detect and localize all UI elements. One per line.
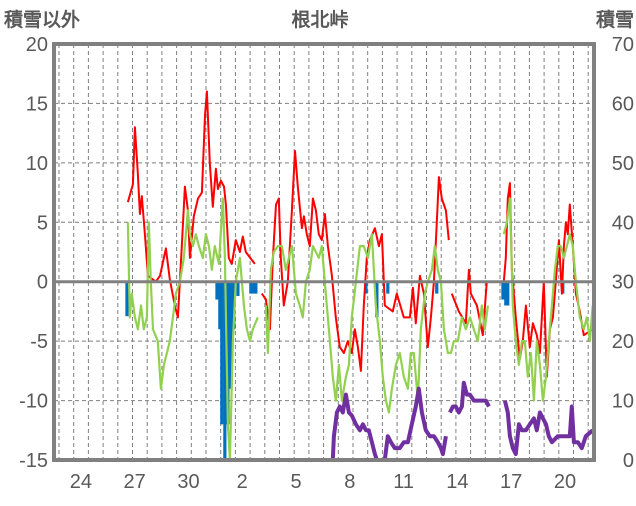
right-tick-label: 60 — [612, 93, 634, 115]
plot-frame — [52, 42, 596, 462]
bar-blue — [236, 281, 240, 296]
bar-blue — [220, 281, 224, 425]
left-axis-title: 積雪以外 — [4, 8, 80, 31]
right-tick-label: 20 — [612, 331, 634, 353]
line-purple — [502, 400, 594, 457]
bar-blue — [506, 281, 510, 306]
right-tick-label: 40 — [612, 212, 634, 234]
gridlines — [54, 43, 594, 461]
right-tick-label: 50 — [612, 153, 634, 175]
left-tick-label: -15 — [19, 450, 48, 472]
line-red — [450, 268, 488, 337]
bar-blue — [125, 281, 129, 317]
bar-blue — [226, 281, 230, 425]
x-tick-label: 27 — [124, 471, 146, 493]
chart-title: 根北峠 — [291, 8, 348, 31]
line-red — [126, 90, 256, 319]
bar-blue — [215, 281, 219, 300]
line-purple — [264, 386, 448, 462]
right-tick-label: 70 — [612, 34, 634, 56]
bar-blue — [254, 281, 258, 294]
bar-blue — [218, 281, 222, 330]
left-tick-label: 20 — [26, 34, 48, 56]
bar-blue — [223, 281, 227, 460]
left-tick-label: -5 — [30, 331, 48, 353]
blue-bars — [125, 281, 565, 460]
bar-blue — [249, 281, 253, 294]
bar-blue — [386, 281, 390, 294]
x-tick-label: 2 — [237, 471, 248, 493]
bar-blue — [364, 281, 368, 294]
left-tick-label: -10 — [19, 391, 48, 413]
bar-blue — [435, 281, 439, 294]
x-tick-label: 14 — [446, 471, 468, 493]
left-tick-label: 5 — [37, 212, 48, 234]
bar-blue — [375, 281, 379, 318]
right-tick-label: 30 — [612, 272, 634, 294]
x-tick-label: 30 — [177, 471, 199, 493]
right-axis-title: 積雪 — [596, 8, 634, 31]
bar-blue — [501, 281, 505, 300]
x-tick-label: 20 — [554, 471, 576, 493]
right-tick-label: 0 — [623, 450, 634, 472]
x-tick-label: 11 — [393, 471, 414, 493]
bar-blue — [252, 281, 256, 294]
line-purple — [448, 380, 491, 415]
series-lines — [126, 90, 594, 462]
line-green — [264, 233, 489, 414]
line-green — [126, 197, 259, 462]
right-tick-label: 10 — [612, 391, 634, 413]
left-tick-label: 10 — [26, 153, 48, 175]
line-green — [502, 197, 594, 402]
x-tick-label: 5 — [290, 471, 301, 493]
x-tick-label: 8 — [344, 471, 355, 493]
bar-blue — [229, 281, 233, 389]
left-tick-label: 15 — [26, 93, 48, 115]
left-tick-label: 0 — [37, 272, 48, 294]
x-tick-label: 24 — [70, 471, 92, 493]
bar-blue — [504, 281, 508, 306]
x-tick-label: 17 — [500, 471, 522, 493]
